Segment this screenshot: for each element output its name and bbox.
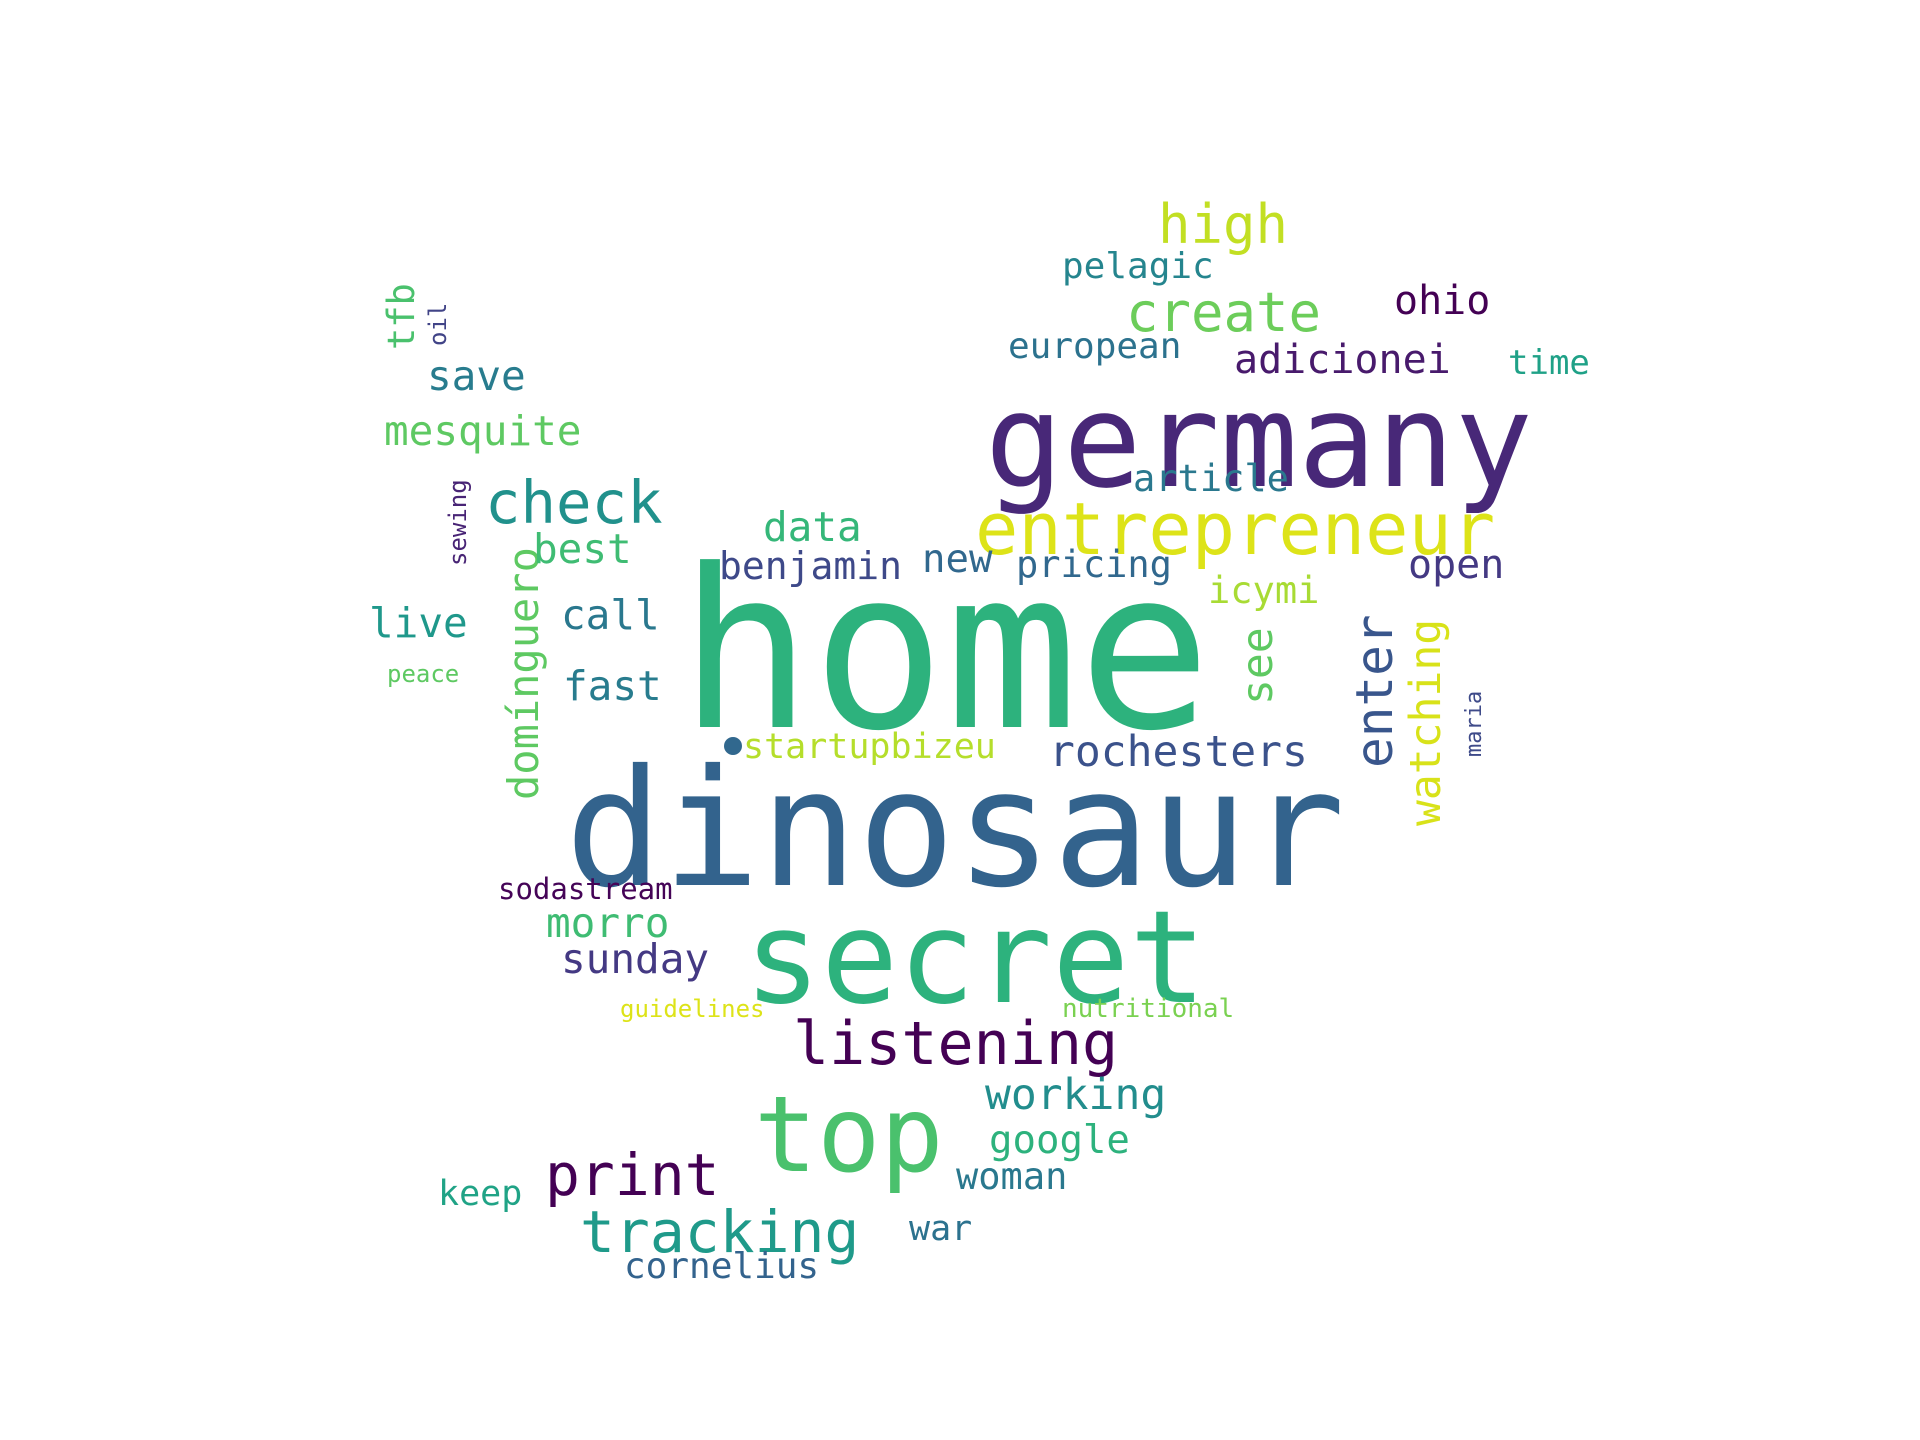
cloud-word-google: google: [989, 1118, 1130, 1163]
cloud-word-watching: watching: [1401, 619, 1451, 826]
cloud-word-pricing: pricing: [1016, 543, 1172, 586]
cloud-word-secret: secret: [744, 884, 1206, 1033]
cloud-word-entrepreneur: entrepreneur: [975, 487, 1495, 571]
cloud-word-woman: woman: [956, 1155, 1067, 1198]
cloud-word-home: home: [679, 523, 1211, 780]
cloud-word-mesquite: mesquite: [384, 407, 581, 455]
cloud-word-time: time: [1508, 343, 1590, 383]
cloud-word-open: open: [1408, 542, 1504, 588]
cloud-word-adicionei: adicionei: [1234, 337, 1451, 383]
cloud-word-dominguero: domínguero: [499, 547, 548, 800]
cloud-word-nutritional: nutritional: [1062, 994, 1234, 1024]
cloud-word-keep: keep: [438, 1174, 522, 1214]
cloud-word-tracking: tracking: [580, 1198, 859, 1266]
cloud-word-pelagic: pelagic: [1062, 246, 1214, 287]
cloud-word-article: article: [1133, 457, 1289, 500]
cloud-word-germany: germany: [985, 365, 1533, 517]
cloud-word-see: see: [1233, 627, 1283, 705]
cloud-word-sodastream: sodastream: [498, 872, 673, 906]
cloud-word-ohio: ohio: [1394, 278, 1490, 324]
cloud-word-tfb: tfb: [380, 283, 423, 350]
cloud-word-check: check: [485, 468, 663, 537]
cloud-word-dinosaur: dinosaur: [565, 736, 1345, 924]
cloud-word-call: call: [561, 591, 660, 639]
cloud-word-oil: oil: [424, 303, 452, 346]
cloud-word-working: working: [985, 1070, 1166, 1120]
cloud-word-benjamin: benjamin: [719, 544, 902, 588]
cloud-word-peace: peace: [387, 660, 459, 688]
cloud-word-print: print: [545, 1141, 720, 1209]
cloud-word-icymi: icymi: [1208, 569, 1319, 612]
cloud-word-high: high: [1158, 193, 1288, 256]
cloud-word-war: war: [909, 1209, 972, 1249]
cloud-word-top: top: [754, 1074, 944, 1196]
cloud-word-best: best: [533, 525, 632, 573]
cloud-word-save: save: [427, 352, 526, 400]
cloud-word-create: create: [1126, 281, 1321, 344]
cloud-word-morro: morro: [546, 899, 669, 947]
cloud-word-european: european: [1008, 326, 1181, 367]
cloud-word-maria: maria: [1462, 691, 1487, 757]
cloud-word-cornelius: cornelius: [624, 1246, 819, 1287]
cloud-word-listening: listening: [793, 1009, 1118, 1079]
cloud-word-enter: enter: [1346, 614, 1405, 768]
cloud-word-rochesters: rochesters: [1049, 727, 1308, 777]
cloud-word-new: new: [922, 537, 993, 582]
cloud-word-startupbizeu: startupbizeu: [743, 727, 996, 767]
cloud-word-fast: fast: [563, 662, 662, 710]
dot-mark: [724, 737, 742, 755]
cloud-word-live: live: [369, 599, 468, 647]
cloud-word-data: data: [763, 503, 862, 551]
cloud-word-sewing: sewing: [444, 479, 472, 566]
cloud-word-sunday: sunday: [561, 935, 709, 983]
cloud-word-guidelines: guidelines: [620, 995, 765, 1023]
